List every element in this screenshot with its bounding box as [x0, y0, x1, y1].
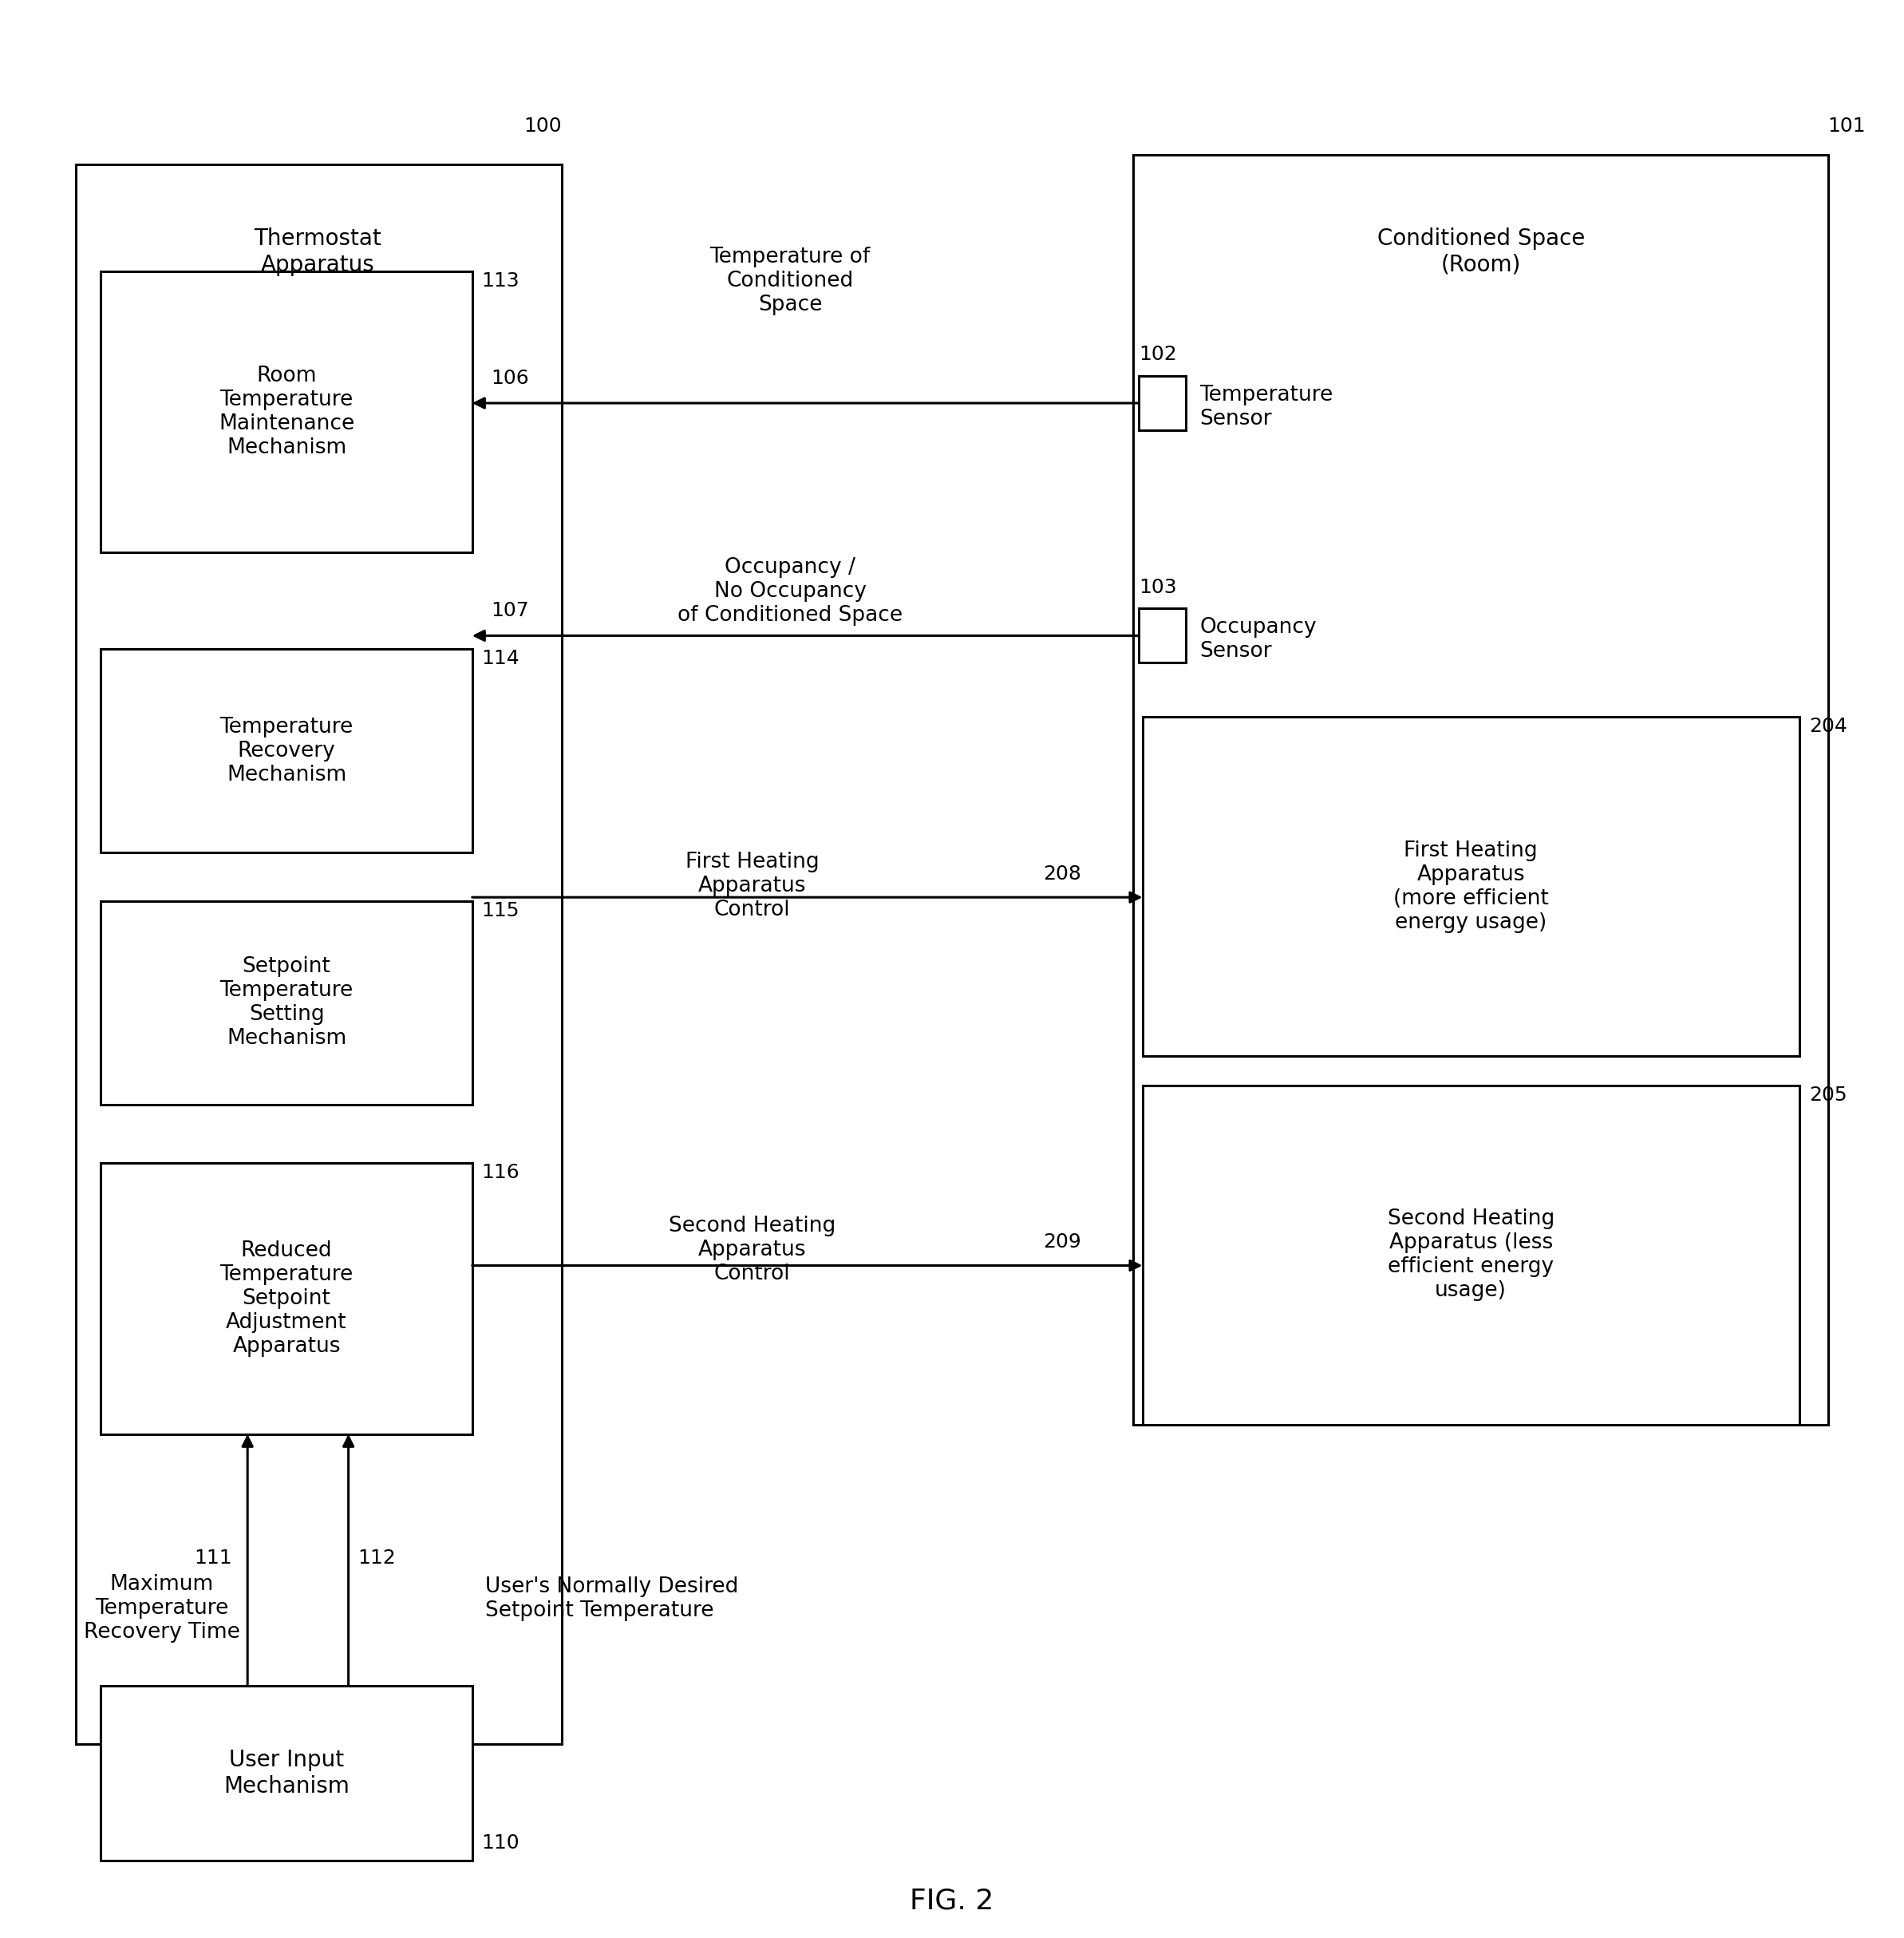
Bar: [101, 901, 472, 1105]
Text: Temperature of
Conditioned
Space: Temperature of Conditioned Space: [710, 246, 870, 316]
Bar: [1142, 717, 1799, 1056]
Text: Occupancy
Sensor: Occupancy Sensor: [1200, 616, 1316, 663]
Bar: [76, 165, 562, 1744]
Text: 103: 103: [1139, 578, 1177, 597]
Text: 113: 113: [482, 271, 520, 291]
Text: Room
Temperature
Maintenance
Mechanism: Room Temperature Maintenance Mechanism: [219, 366, 354, 457]
Text: Second Heating
Apparatus (less
efficient energy
usage): Second Heating Apparatus (less efficient…: [1388, 1209, 1554, 1300]
Text: 116: 116: [482, 1163, 520, 1182]
Bar: [101, 1163, 472, 1434]
Text: 205: 205: [1809, 1085, 1847, 1105]
Bar: [101, 649, 472, 853]
Text: Occupancy /
No Occupancy
of Conditioned Space: Occupancy / No Occupancy of Conditioned …: [678, 556, 902, 626]
Text: 110: 110: [482, 1833, 520, 1853]
Text: Temperature
Recovery
Mechanism: Temperature Recovery Mechanism: [219, 717, 354, 785]
Text: 209: 209: [1043, 1233, 1081, 1252]
Text: 204: 204: [1809, 717, 1847, 736]
Text: User Input
Mechanism: User Input Mechanism: [223, 1750, 350, 1797]
Bar: [101, 271, 472, 552]
Text: Thermostat
Apparatus: Thermostat Apparatus: [255, 229, 381, 275]
Text: 208: 208: [1043, 864, 1081, 884]
Text: User's Normally Desired
Setpoint Temperature: User's Normally Desired Setpoint Tempera…: [486, 1576, 739, 1622]
Text: 102: 102: [1139, 345, 1177, 364]
Text: 107: 107: [491, 601, 529, 620]
Text: Temperature
Sensor: Temperature Sensor: [1200, 384, 1333, 430]
Text: Setpoint
Temperature
Setting
Mechanism: Setpoint Temperature Setting Mechanism: [219, 957, 354, 1048]
Text: 112: 112: [358, 1548, 396, 1568]
Bar: [1139, 609, 1186, 663]
Bar: [1142, 1085, 1799, 1424]
Bar: [101, 1686, 472, 1860]
Text: Conditioned Space
(Room): Conditioned Space (Room): [1377, 229, 1586, 275]
Text: 106: 106: [491, 368, 529, 388]
Text: Maximum
Temperature
Recovery Time: Maximum Temperature Recovery Time: [84, 1574, 240, 1643]
Text: 100: 100: [524, 116, 562, 136]
Text: 111: 111: [194, 1548, 232, 1568]
Text: First Heating
Apparatus
Control: First Heating Apparatus Control: [685, 851, 819, 921]
Text: 114: 114: [482, 649, 520, 669]
Text: Reduced
Temperature
Setpoint
Adjustment
Apparatus: Reduced Temperature Setpoint Adjustment …: [219, 1240, 354, 1357]
Text: 101: 101: [1828, 116, 1866, 136]
Text: Second Heating
Apparatus
Control: Second Heating Apparatus Control: [668, 1215, 836, 1285]
Bar: [1133, 155, 1828, 1424]
Text: FIG. 2: FIG. 2: [910, 1888, 994, 1915]
Bar: [1139, 376, 1186, 430]
Text: 115: 115: [482, 901, 520, 921]
Text: First Heating
Apparatus
(more efficient
energy usage): First Heating Apparatus (more efficient …: [1394, 841, 1548, 932]
